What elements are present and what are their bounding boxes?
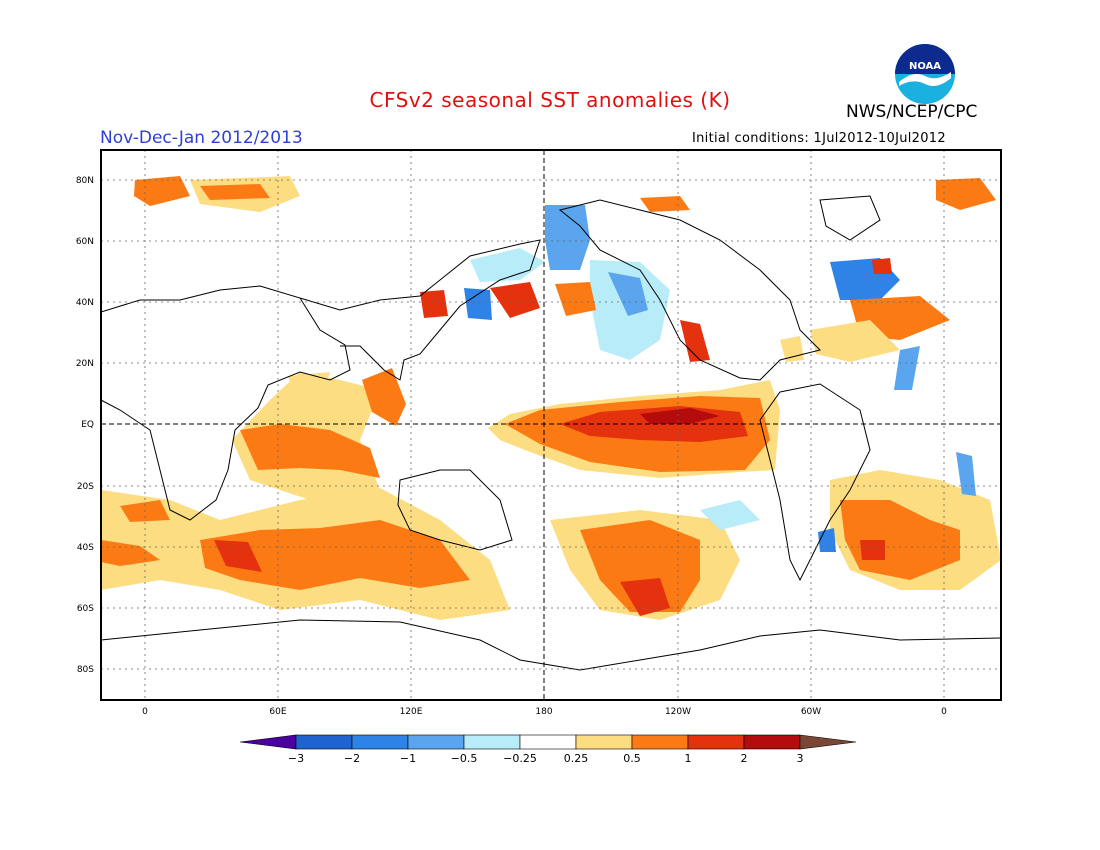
anomaly-region xyxy=(700,500,760,530)
anomaly-region xyxy=(860,540,885,560)
lon-label: 60W xyxy=(801,707,821,717)
anomaly-region xyxy=(362,368,406,426)
anomaly-region xyxy=(490,282,540,318)
continent-outline xyxy=(101,285,351,521)
anomaly-region xyxy=(134,176,190,206)
anomaly-region xyxy=(640,196,690,212)
agency-label: NWS/NCEP/CPC xyxy=(846,102,978,122)
anomaly-region xyxy=(470,248,545,282)
anomaly-region xyxy=(288,372,330,402)
map-title: CFSv2 seasonal SST anomalies (K) xyxy=(369,88,731,112)
colorbar-box xyxy=(687,734,745,750)
colorbar-box xyxy=(631,734,689,750)
noaa-logo-text: NOAA xyxy=(909,61,941,72)
colorbar-label: −1 xyxy=(400,752,416,765)
lat-label: 60S xyxy=(77,604,94,614)
lat-label: 20N xyxy=(76,359,94,369)
colorbar-box xyxy=(519,734,577,750)
colorbar-high-extend xyxy=(799,734,857,750)
colorbar-box xyxy=(351,734,409,750)
anomaly-region xyxy=(580,520,700,612)
colorbar-label: 1 xyxy=(685,752,692,765)
anomaly-region xyxy=(810,320,900,362)
anomaly-region xyxy=(464,288,492,320)
colorbar-box xyxy=(743,734,801,750)
anomaly-region xyxy=(680,320,710,362)
continent-outline xyxy=(558,199,821,381)
continent-outline xyxy=(101,619,1001,671)
anomaly-region xyxy=(200,520,470,590)
graticule xyxy=(101,150,1001,700)
anomaly-region xyxy=(894,346,920,390)
anomaly-region xyxy=(555,282,596,316)
continent-outline xyxy=(299,239,541,381)
coastlines xyxy=(101,195,1001,671)
anomaly-region xyxy=(545,205,590,270)
noaa-logo: NOAA xyxy=(895,44,955,104)
map-frame xyxy=(100,149,1002,701)
continent-outline xyxy=(819,195,881,241)
anomaly-region xyxy=(420,290,448,318)
anomaly-region xyxy=(956,452,976,496)
anomaly-layer xyxy=(101,176,1001,620)
colorbar-label: 2 xyxy=(741,752,748,765)
continent-outline xyxy=(397,469,513,551)
anomaly-region xyxy=(872,258,892,274)
lon-label: 120E xyxy=(400,707,423,717)
lon-label: 0 xyxy=(941,707,947,717)
colorbar-label: −0.5 xyxy=(451,752,478,765)
colorbar-box xyxy=(463,734,521,750)
lat-label: 80N xyxy=(76,176,94,186)
colorbar-label: −2 xyxy=(344,752,360,765)
anomaly-region xyxy=(240,424,380,478)
colorbar-label: −3 xyxy=(288,752,304,765)
anomaly-region xyxy=(620,578,670,616)
lat-label: 60N xyxy=(76,237,94,247)
season-label: Nov-Dec-Jan 2012/2013 xyxy=(100,128,303,148)
lat-label: 40N xyxy=(76,298,94,308)
lat-label: 40S xyxy=(77,543,94,553)
anomaly-region xyxy=(608,272,648,316)
colorbar-low-extend xyxy=(239,734,297,750)
lat-label: 80S xyxy=(77,665,94,675)
continent-outline xyxy=(759,383,871,582)
initial-conditions-label: Initial conditions: 1Jul2012-10Jul2012 xyxy=(692,131,946,146)
colorbar-box xyxy=(407,734,465,750)
lon-label: 120W xyxy=(665,707,691,717)
colorbar-label: 3 xyxy=(797,752,804,765)
anomaly-region xyxy=(214,540,262,572)
lon-label: 60E xyxy=(269,707,286,717)
colorbar-label: −0.25 xyxy=(503,752,537,765)
lat-label: 20S xyxy=(77,482,94,492)
colorbar-label: 0.25 xyxy=(564,752,589,765)
anomaly-region xyxy=(936,178,996,210)
anomaly-region xyxy=(640,408,720,424)
lon-label: 0 xyxy=(142,707,148,717)
anomaly-region xyxy=(200,184,270,200)
colorbar-box xyxy=(295,734,353,750)
lat-label: EQ xyxy=(81,420,94,430)
lon-label: 180 xyxy=(535,707,552,717)
colorbar-box xyxy=(575,734,633,750)
colorbar-label: 0.5 xyxy=(623,752,641,765)
